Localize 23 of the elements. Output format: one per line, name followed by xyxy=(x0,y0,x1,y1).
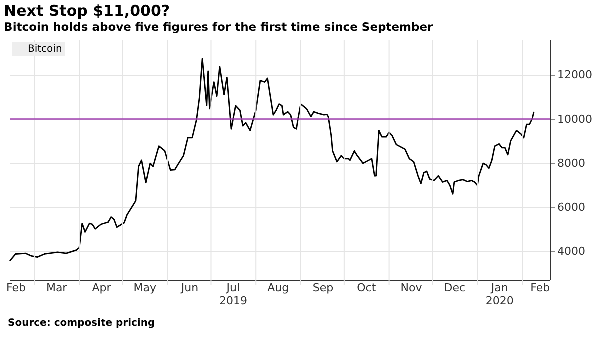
y-tick-label: 6000 xyxy=(558,200,586,214)
y-tick-label: 4000 xyxy=(558,244,586,258)
x-tick-label: Jul 2019 xyxy=(219,282,248,308)
y-tick-label: 12000 xyxy=(558,68,592,82)
x-tick-label: May xyxy=(134,282,157,294)
x-tick-label: Sep xyxy=(312,282,334,294)
x-tick-label: Apr xyxy=(92,282,112,294)
x-tick-label: Jan 2020 xyxy=(486,282,514,308)
chart-subtitle: Bitcoin holds above five figures for the first time since September xyxy=(4,20,434,34)
x-tick-label: Feb xyxy=(6,282,26,294)
y-tick-label: 8000 xyxy=(558,156,586,170)
x-tick-label: Aug xyxy=(268,282,290,294)
x-tick-label: Oct xyxy=(357,282,377,294)
x-tick-label: Nov xyxy=(400,282,423,294)
chart-title: Next Stop $11,000? xyxy=(4,2,170,20)
x-tick-label: Mar xyxy=(46,282,68,294)
source-note: Source: composite pricing xyxy=(8,318,156,329)
text: Bitcoin xyxy=(28,44,62,55)
y-tick-label: 10000 xyxy=(558,112,592,126)
line-series xyxy=(9,58,535,262)
x-tick-label: Feb xyxy=(530,282,550,294)
x-tick-label: Dec xyxy=(444,282,466,294)
x-tick-label: Jun xyxy=(180,282,199,294)
